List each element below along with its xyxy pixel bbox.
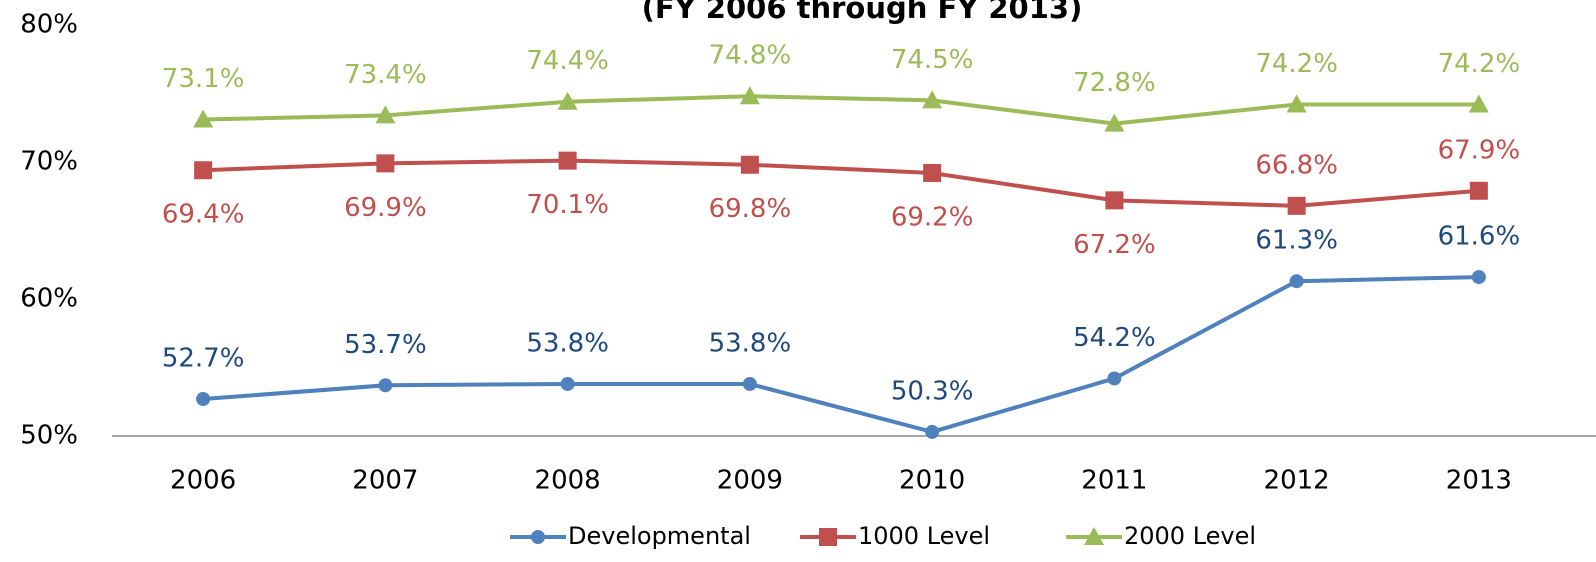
- point: [922, 90, 943, 109]
- point: [194, 161, 213, 180]
- data-label: 74.2%: [1255, 49, 1338, 79]
- point: [193, 109, 214, 128]
- data-label: 72.8%: [1073, 68, 1156, 98]
- x-tick-label: 2012: [1264, 466, 1330, 496]
- data-label: 69.9%: [344, 193, 427, 223]
- point: [1287, 196, 1306, 215]
- point: [923, 163, 942, 182]
- point: [742, 376, 757, 391]
- point: [1469, 181, 1488, 200]
- x-tick-label: 2013: [1446, 466, 1512, 496]
- legend-label: Developmental: [568, 522, 751, 550]
- data-label: 69.8%: [709, 194, 792, 224]
- y-tick-label: 70%: [20, 147, 78, 177]
- chart-title: (FY 2006 through FY 2013): [642, 0, 1083, 25]
- data-label: 52.7%: [162, 344, 245, 374]
- legend-label: 1000 Level: [858, 522, 990, 550]
- data-label: 69.4%: [162, 200, 245, 230]
- point: [740, 155, 759, 174]
- data-label: 53.8%: [526, 328, 609, 358]
- x-tick-label: 2006: [170, 466, 236, 496]
- series-line: [202, 275, 1479, 434]
- data-label: 50.3%: [891, 376, 974, 406]
- data-label: 70.1%: [526, 190, 609, 220]
- point: [739, 86, 760, 105]
- x-tick-label: 2009: [717, 466, 783, 496]
- data-label: 73.1%: [162, 64, 245, 94]
- legend-marker: [1084, 527, 1104, 545]
- point: [375, 105, 396, 124]
- data-label: 73.4%: [344, 60, 427, 90]
- point: [1107, 371, 1122, 386]
- point: [560, 376, 575, 391]
- y-tick-label: 60%: [20, 284, 78, 314]
- point: [376, 154, 395, 173]
- point: [925, 424, 940, 439]
- point: [558, 151, 577, 170]
- data-label: 66.8%: [1255, 150, 1338, 180]
- point: [1468, 94, 1489, 113]
- point: [557, 91, 578, 110]
- point: [196, 392, 211, 407]
- x-tick-label: 2010: [899, 466, 965, 496]
- data-label: 53.7%: [344, 330, 427, 360]
- data-label: 67.9%: [1438, 135, 1521, 165]
- x-tick-label: 2007: [352, 466, 418, 496]
- data-label: 74.8%: [709, 41, 792, 71]
- series-line: [203, 94, 1479, 126]
- y-tick-label: 80%: [20, 10, 78, 40]
- x-tick-label: 2011: [1081, 466, 1147, 496]
- data-label: 54.2%: [1073, 323, 1156, 353]
- point: [1104, 113, 1125, 132]
- point: [1286, 94, 1307, 113]
- data-label: 67.2%: [1073, 230, 1156, 260]
- series-line: [203, 158, 1480, 208]
- point: [1471, 270, 1486, 285]
- legend-marker: [531, 530, 545, 544]
- data-label: 53.8%: [709, 328, 792, 358]
- data-label: 61.3%: [1255, 226, 1338, 256]
- x-tick-label: 2008: [535, 466, 601, 496]
- legend-marker: [819, 528, 837, 546]
- point: [378, 378, 393, 393]
- data-label: 74.5%: [891, 45, 974, 75]
- data-label: 74.4%: [526, 46, 609, 76]
- data-label: 69.2%: [891, 202, 974, 232]
- legend-label: 2000 Level: [1124, 522, 1256, 550]
- data-label: 74.2%: [1438, 49, 1521, 79]
- point: [1105, 191, 1124, 210]
- y-tick-label: 50%: [20, 421, 78, 451]
- data-label: 61.6%: [1438, 222, 1521, 252]
- point: [1289, 274, 1304, 289]
